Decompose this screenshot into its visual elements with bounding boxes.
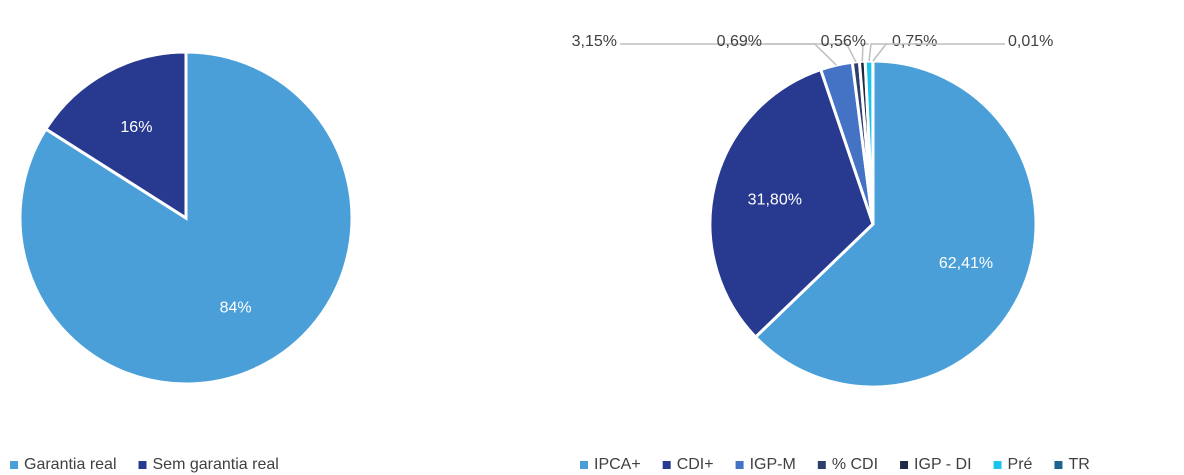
legend-swatch: [10, 461, 18, 469]
legend-label: % CDI: [832, 456, 878, 473]
legend-label: Pré: [1008, 456, 1033, 473]
pie-slice: [708, 67, 875, 340]
legend-swatch: [580, 461, 588, 469]
leader-line: [861, 43, 869, 62]
data-label: 16%: [120, 119, 152, 136]
legend-swatch: [1054, 461, 1063, 469]
legend-label: Garantia real: [24, 456, 117, 473]
data-label: 62,41%: [939, 255, 993, 272]
leader-line: [872, 43, 1005, 62]
data-label: 0,01%: [1008, 33, 1053, 50]
pie-slice: [753, 59, 1038, 389]
data-label: 0,75%: [892, 33, 937, 50]
legend-swatch: [662, 461, 671, 469]
legend-label: IGP-M: [750, 456, 796, 473]
data-label: 3,15%: [572, 33, 617, 50]
legend-label: IGP - DI: [914, 456, 972, 473]
data-label: 0,69%: [717, 33, 762, 50]
legend-label: CDI+: [677, 456, 714, 473]
leader-line: [868, 43, 889, 62]
legend-swatch: [138, 461, 147, 469]
leader-line: [765, 43, 857, 63]
legend-swatch: [735, 461, 744, 469]
legend-label: Sem garantia real: [153, 456, 279, 473]
legend-label: TR: [1068, 456, 1089, 473]
legend-swatch: [993, 461, 1002, 469]
legend-swatch: [900, 461, 909, 469]
legend-swatch: [817, 461, 826, 469]
data-label: 0,56%: [821, 33, 866, 50]
data-label: 31,80%: [748, 191, 802, 208]
data-label: 84%: [220, 299, 252, 316]
pie-slice: [43, 50, 188, 221]
legend-label: IPCA+: [594, 456, 641, 473]
